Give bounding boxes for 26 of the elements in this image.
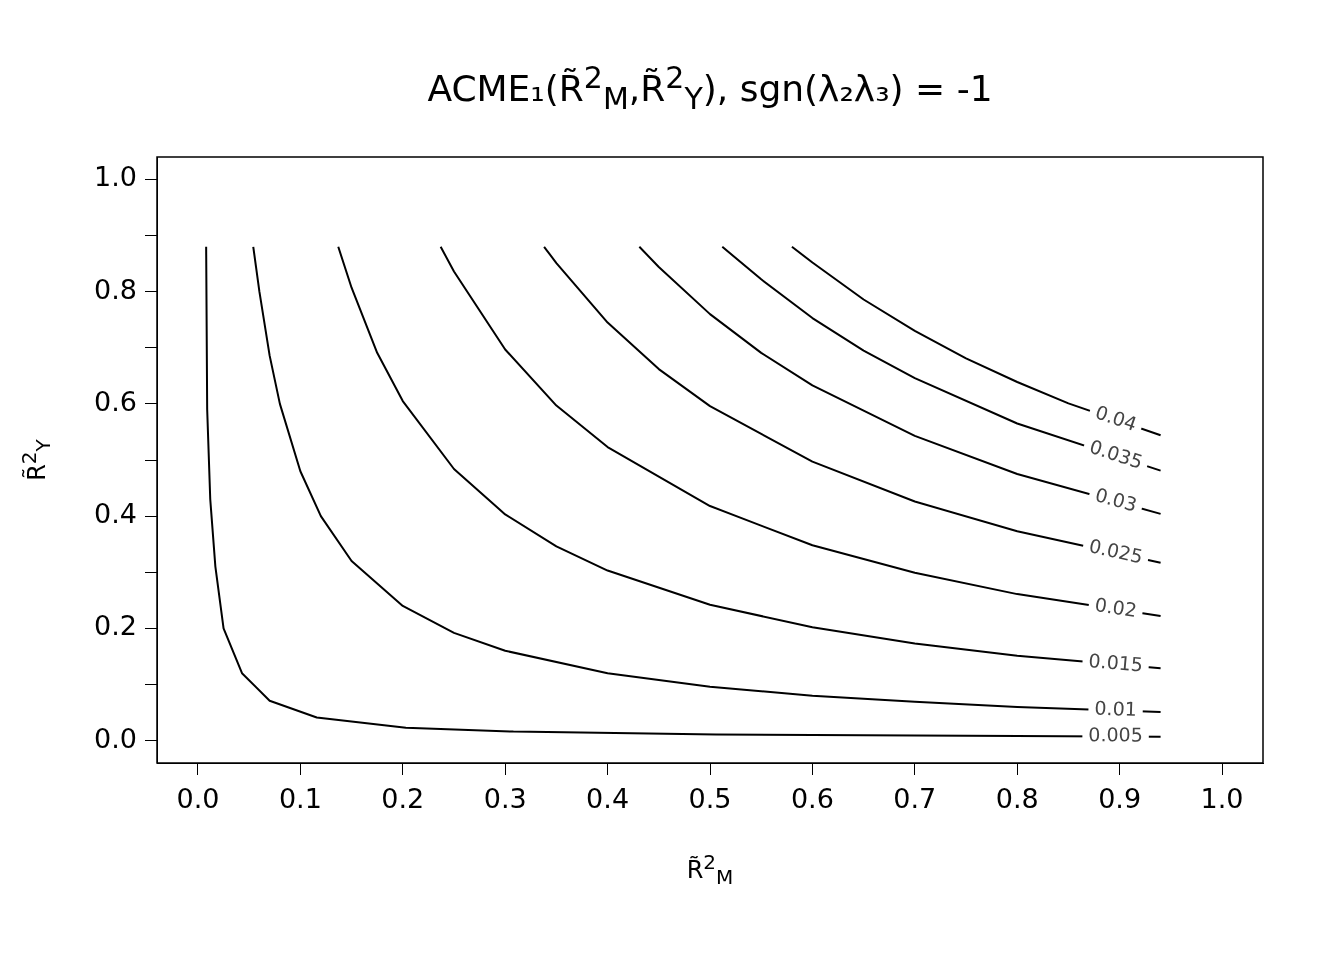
text: 0.02 (1093, 593, 1139, 622)
x-tick-label: 0.7 (893, 783, 937, 815)
chart-title: ACME₁(R̃$^{2}$$_{M}$,R̃$^{2}$$_{Y}$), sgn(λ₂λ₃) = -1 (426, 60, 994, 117)
y-tick-label: 0.4 (94, 498, 137, 530)
y-tick-label: 0.2 (94, 610, 137, 642)
x-tick-label: 0.3 (483, 783, 527, 815)
y-tick-label: 1.0 (94, 161, 137, 193)
text: 0.03 (1092, 483, 1140, 516)
series-label: 0.01 (1094, 696, 1138, 721)
y-tick-label: 0.8 (94, 273, 137, 305)
x-tick-label: 0.5 (688, 783, 732, 815)
text: 0.04 (1092, 400, 1140, 436)
x-tick-label: 0.1 (278, 783, 322, 815)
x-tick-label: 0.2 (381, 783, 425, 815)
x-tick-label: 0.8 (995, 783, 1039, 815)
y-tick-label: 0.0 (94, 722, 137, 754)
text: 0.025 (1087, 534, 1145, 568)
x-tick-label: 0.0 (176, 783, 220, 815)
x-tick-label: 0.6 (790, 783, 834, 815)
series-label: 0.005 (1088, 723, 1143, 746)
x-tick-label: 0.4 (586, 783, 630, 815)
text: 0.035 (1086, 434, 1146, 473)
y-tick-label: 0.6 (94, 385, 137, 417)
series-label: 0.015 (1087, 648, 1144, 676)
x-tick-label: 1.0 (1200, 783, 1244, 815)
x-tick-label: 0.9 (1098, 783, 1142, 815)
